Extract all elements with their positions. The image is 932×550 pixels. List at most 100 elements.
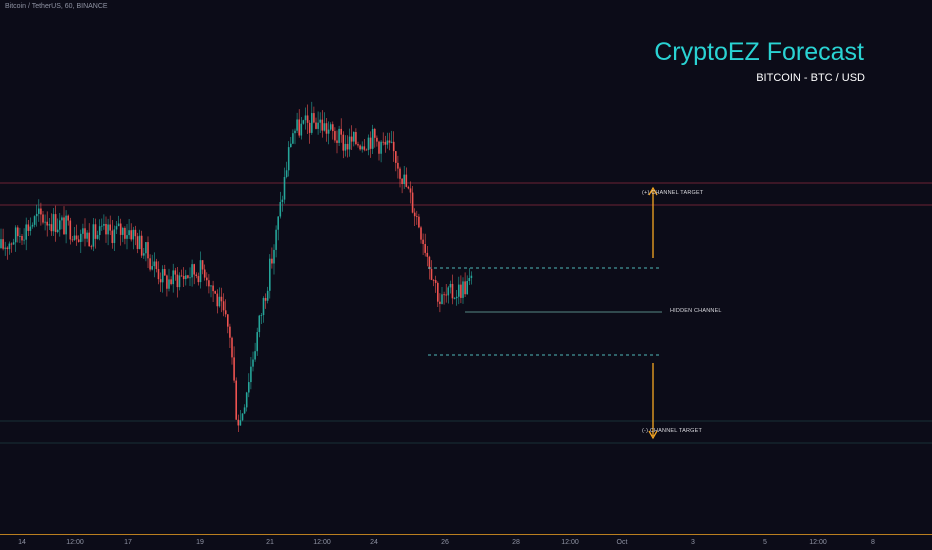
candle (447, 285, 450, 304)
candle-body (216, 293, 219, 307)
candle-body (258, 315, 261, 333)
x-tick-label: 17 (124, 539, 132, 546)
candle-body (260, 315, 263, 316)
candle-body (355, 132, 357, 145)
candle (12, 238, 15, 245)
candle-body (357, 144, 359, 146)
candle-body (59, 220, 61, 230)
candle-body (304, 115, 307, 121)
candle (96, 230, 99, 240)
candle-body (40, 208, 42, 215)
candle-body (445, 294, 447, 296)
candle-body (248, 382, 250, 393)
candle-body (376, 137, 378, 142)
candle-body (296, 119, 298, 131)
candle (29, 217, 32, 236)
candle (38, 199, 40, 222)
candle-body (130, 230, 132, 240)
candle (390, 130, 393, 144)
candle (256, 327, 258, 356)
up-arrow-icon (648, 186, 658, 196)
candle (401, 178, 403, 194)
candle (298, 109, 300, 138)
candle-body (374, 128, 376, 138)
candle-body (350, 136, 353, 142)
candle (315, 117, 317, 130)
candle (384, 135, 387, 153)
channel-zones (0, 182, 932, 444)
x-tick-label: 19 (196, 539, 204, 546)
candle (161, 265, 164, 293)
candle (292, 129, 294, 145)
candle (197, 272, 200, 286)
candle (464, 272, 466, 297)
candle (111, 219, 114, 249)
candle (98, 219, 101, 241)
candle (243, 404, 246, 415)
candle (210, 285, 212, 298)
candle (462, 277, 464, 304)
candle (170, 276, 172, 286)
candle-body (359, 145, 361, 150)
candle-body (206, 277, 208, 281)
candle-body (254, 351, 256, 360)
candle-body (44, 221, 46, 223)
candle-body (193, 264, 195, 275)
candle (54, 205, 57, 242)
candle-body (187, 275, 189, 278)
candle-body (71, 239, 74, 241)
candle-body (138, 235, 141, 249)
candle (44, 214, 46, 231)
candle-body (399, 168, 401, 179)
candle (56, 218, 59, 234)
candle-body (290, 143, 292, 148)
candle-body (256, 332, 258, 352)
candle-body (174, 270, 177, 275)
candle (306, 104, 309, 134)
x-tick-label: 12:00 (809, 539, 827, 546)
candle-body (277, 216, 279, 230)
candle-body (23, 239, 25, 241)
candle-body (266, 290, 269, 301)
candle (193, 263, 195, 285)
candle-body (466, 280, 468, 295)
candle (8, 241, 11, 255)
candle-body (0, 239, 2, 249)
candle-body (325, 123, 328, 134)
candle (321, 110, 324, 138)
candle (33, 215, 36, 228)
candle (48, 218, 51, 230)
candle-body (29, 226, 32, 231)
candle (109, 215, 111, 236)
candle-body (275, 229, 277, 250)
candle-body (302, 120, 305, 124)
candle-body (407, 186, 410, 189)
candle (61, 215, 63, 230)
candle (443, 291, 445, 305)
candle (172, 263, 174, 293)
candle (23, 228, 25, 245)
candle (260, 313, 263, 324)
candle-body (401, 178, 403, 184)
candle-body (321, 119, 324, 131)
candle (378, 140, 380, 161)
candle (399, 166, 401, 188)
candle (143, 248, 145, 259)
candle-body (111, 230, 114, 244)
candle (271, 247, 273, 269)
candle (88, 223, 90, 247)
candle (65, 210, 67, 244)
candle-body (451, 283, 454, 299)
candle (355, 128, 357, 146)
candle (308, 120, 311, 144)
candle (71, 235, 74, 243)
candle (409, 181, 412, 204)
candle (52, 207, 55, 236)
candle (237, 414, 240, 432)
candle-body (67, 215, 69, 221)
candle (445, 284, 447, 303)
candle (245, 391, 248, 412)
candle-body (46, 221, 48, 226)
candle (359, 144, 361, 151)
